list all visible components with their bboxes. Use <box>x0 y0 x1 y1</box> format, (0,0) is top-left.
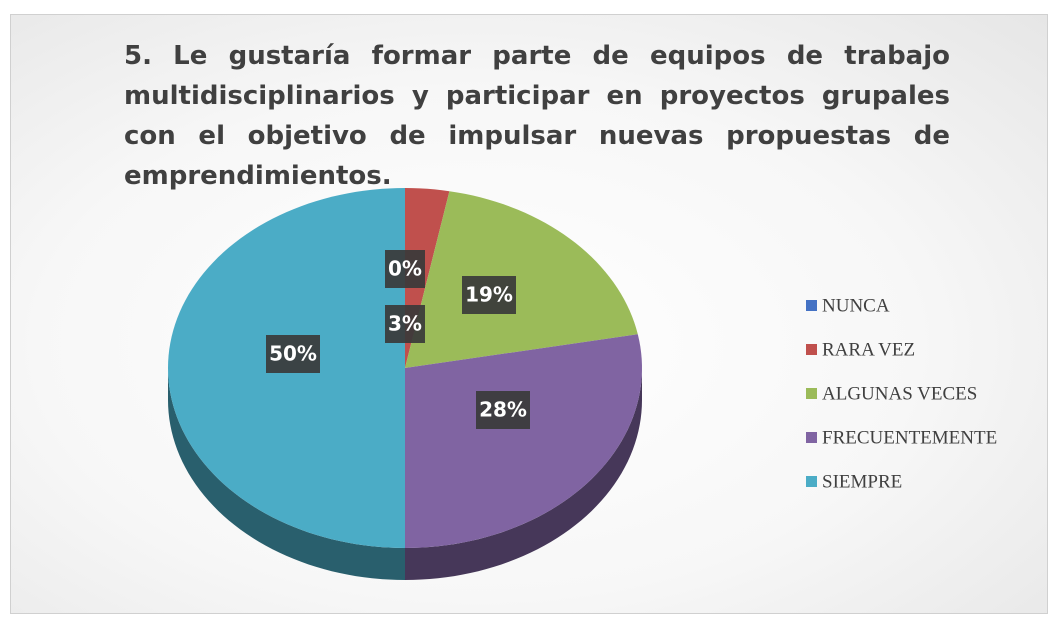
legend-swatch <box>806 476 817 487</box>
chart-title: 5. Le gustaría formar parte de equipos d… <box>124 41 950 191</box>
pie-side <box>168 368 405 580</box>
label-box <box>462 276 516 314</box>
legend-label: RARA VEZ <box>822 339 915 360</box>
data-label: 0% <box>388 257 422 281</box>
pie-side <box>405 368 642 580</box>
pie-slice <box>405 191 638 368</box>
label-box <box>476 391 530 429</box>
data-label: 28% <box>479 398 527 422</box>
label-box <box>385 250 425 288</box>
legend-swatch <box>806 432 817 443</box>
legend-swatch <box>806 388 817 399</box>
legend-swatch <box>806 344 817 355</box>
data-label: 3% <box>388 312 422 336</box>
legend-label: ALGUNAS VECES <box>822 383 977 404</box>
legend-label: NUNCA <box>822 295 890 316</box>
legend-swatch <box>806 300 817 311</box>
legend-label: FRECUENTEMENTE <box>822 427 997 448</box>
pie-slice <box>405 334 642 548</box>
label-box <box>266 335 320 373</box>
legend-label: SIEMPRE <box>822 471 902 492</box>
data-label: 19% <box>465 283 513 307</box>
data-label: 50% <box>269 342 317 366</box>
label-box <box>385 305 425 343</box>
